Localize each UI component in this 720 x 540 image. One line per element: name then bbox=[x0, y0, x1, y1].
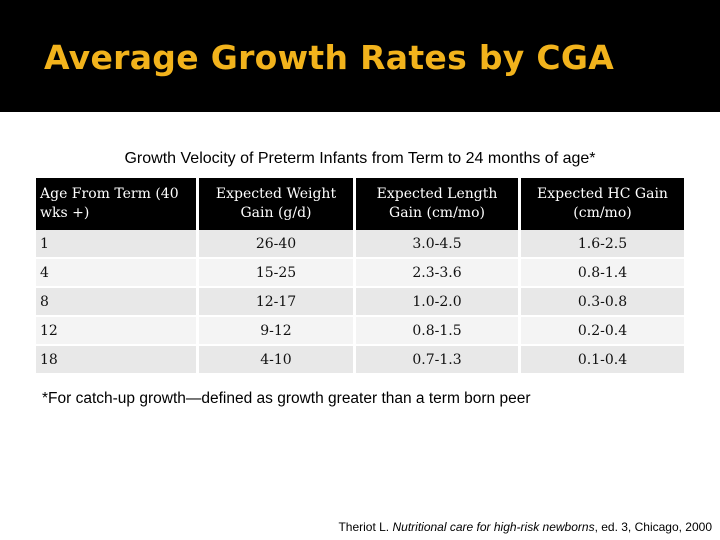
header-expected-length-gain: Expected Length Gain (cm/mo) bbox=[353, 178, 518, 230]
table-row: 4 15-25 2.3-3.6 0.8-1.4 bbox=[36, 259, 684, 288]
footnote: *For catch-up growth—defined as growth g… bbox=[42, 390, 531, 407]
cell-age: 4 bbox=[36, 259, 196, 288]
header-expected-weight-gain: Expected Weight Gain (g/d) bbox=[196, 178, 353, 230]
cell-length-gain: 3.0-4.5 bbox=[353, 230, 518, 259]
cell-weight-gain: 12-17 bbox=[196, 288, 353, 317]
slide-content: Growth Velocity of Preterm Infants from … bbox=[0, 112, 720, 540]
table-row: 8 12-17 1.0-2.0 0.3-0.8 bbox=[36, 288, 684, 317]
cell-age: 8 bbox=[36, 288, 196, 317]
growth-velocity-table: Age From Term (40 wks +) Expected Weight… bbox=[36, 178, 684, 375]
cell-weight-gain: 15-25 bbox=[196, 259, 353, 288]
cell-hc-gain: 0.1-0.4 bbox=[518, 346, 684, 375]
cell-length-gain: 2.3-3.6 bbox=[353, 259, 518, 288]
table-row: 18 4-10 0.7-1.3 0.1-0.4 bbox=[36, 346, 684, 375]
cell-age: 12 bbox=[36, 317, 196, 346]
citation-details: , ed. 3, Chicago, 2000 bbox=[594, 520, 712, 534]
cell-hc-gain: 0.3-0.8 bbox=[518, 288, 684, 317]
cell-age: 1 bbox=[36, 230, 196, 259]
table-row: 1 26-40 3.0-4.5 1.6-2.5 bbox=[36, 230, 684, 259]
cell-age: 18 bbox=[36, 346, 196, 375]
cell-length-gain: 0.8-1.5 bbox=[353, 317, 518, 346]
cell-weight-gain: 9-12 bbox=[196, 317, 353, 346]
table-caption: Growth Velocity of Preterm Infants from … bbox=[124, 150, 596, 167]
citation-author: Theriot L. bbox=[338, 520, 393, 534]
title-band: Average Growth Rates by CGA bbox=[0, 0, 720, 112]
cell-hc-gain: 0.2-0.4 bbox=[518, 317, 684, 346]
table-row: 12 9-12 0.8-1.5 0.2-0.4 bbox=[36, 317, 684, 346]
citation-book-title: Nutritional care for high-risk newborns bbox=[392, 520, 595, 534]
cell-weight-gain: 26-40 bbox=[196, 230, 353, 259]
header-age-from-term: Age From Term (40 wks +) bbox=[36, 178, 196, 230]
cell-hc-gain: 0.8-1.4 bbox=[518, 259, 684, 288]
header-expected-hc-gain: Expected HC Gain (cm/mo) bbox=[518, 178, 684, 230]
citation: Theriot L. Nutritional care for high-ris… bbox=[338, 520, 712, 534]
cell-hc-gain: 1.6-2.5 bbox=[518, 230, 684, 259]
cell-length-gain: 1.0-2.0 bbox=[353, 288, 518, 317]
table-header-row: Age From Term (40 wks +) Expected Weight… bbox=[36, 178, 684, 230]
cell-length-gain: 0.7-1.3 bbox=[353, 346, 518, 375]
cell-weight-gain: 4-10 bbox=[196, 346, 353, 375]
slide-title: Average Growth Rates by CGA bbox=[44, 38, 615, 77]
